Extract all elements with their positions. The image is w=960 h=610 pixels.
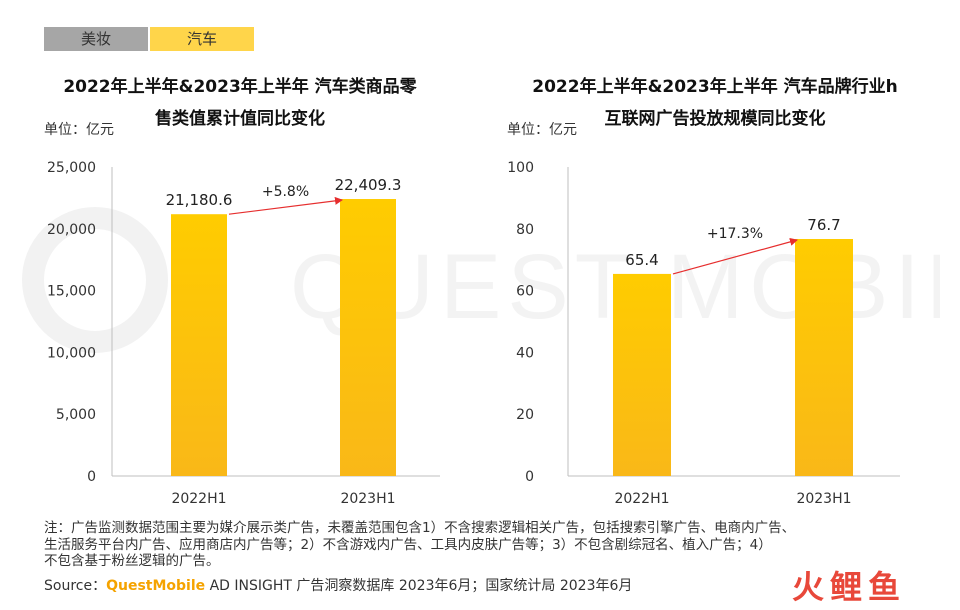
left-chart-title-line1: 2022年上半年&2023年上半年 汽车类商品零	[63, 77, 417, 97]
left-chart-title-line2: 售类值累计值同比变化	[155, 109, 325, 129]
bar-value-label: 22,409.3	[335, 176, 402, 194]
y-tick-label: 5,000	[56, 407, 96, 423]
retail-sales-bar-chart: 0 5,000 10,000 15,000 20,000 25,000 21,180.6 20…	[47, 160, 440, 507]
footnote-line1: 注：广告监测数据范围主要为媒介展示类广告，未覆盖范围包含1）不含搜索逻辑相关广告…	[44, 520, 796, 536]
y-tick-label: 80	[516, 222, 534, 238]
right-chart-title-line1: 2022年上半年&2023年上半年 汽车品牌行业h	[532, 77, 898, 97]
bar-2022H1	[613, 273, 671, 476]
bar-value-label: 76.7	[807, 216, 840, 234]
footnote-line2: 生活服务平台内广告、应用商店内广告等；2）不含游戏内广告、工具内皮肤广告等；3）…	[44, 536, 772, 553]
source-brand: QuestMobile	[106, 578, 206, 594]
growth-arrow	[228, 196, 343, 215]
x-tick-label: 2022H1	[171, 491, 226, 507]
bar-2023H1	[340, 199, 396, 476]
logo-text: 火鲤鱼	[792, 568, 906, 606]
growth-arrow	[672, 237, 798, 275]
y-tick-label: 10,000	[47, 345, 96, 361]
x-tick-label: 2023H1	[340, 491, 395, 507]
x-tick-label: 2022H1	[614, 491, 669, 507]
growth-label: +17.3%	[707, 226, 763, 242]
y-tick-label: 40	[516, 345, 534, 361]
ad-spend-bar-chart: 0 20 40 60 80 100 65.4 2022H1 76.7 2023H1 +17.3%	[507, 160, 900, 507]
right-chart-title: 2022年上半年&2023年上半年 汽车品牌行业h 互联网广告投放规模同比变化	[505, 71, 925, 135]
bar-value-label: 65.4	[625, 251, 658, 269]
source-line: Source：QuestMobile AD INSIGHT 广告洞察数据库 20…	[44, 575, 632, 595]
source-prefix: Source：	[44, 578, 107, 594]
y-tick-label: 0	[525, 469, 534, 485]
bar-2023H1	[795, 238, 853, 476]
y-tick-label: 60	[516, 284, 534, 300]
y-tick-label: 15,000	[47, 284, 96, 300]
source-rest: AD INSIGHT 广告洞察数据库 2023年6月；国家统计局 2023年6月	[205, 578, 633, 594]
y-tick-label: 0	[87, 469, 96, 485]
tab-auto[interactable]: 汽车	[150, 27, 254, 51]
left-chart-unit: 单位：亿元	[44, 122, 114, 138]
left-chart-title: 2022年上半年&2023年上半年 汽车类商品零 售类值累计值同比变化	[30, 71, 450, 135]
y-tick-label: 20	[516, 407, 534, 423]
footnote-line3: 不包含基于粉丝逻辑的广告。	[44, 553, 220, 569]
category-tabs: 美妆 汽车	[44, 27, 256, 51]
bar-2022H1	[171, 214, 227, 477]
x-tick-label: 2023H1	[796, 491, 851, 507]
y-tick-label: 100	[507, 160, 534, 176]
right-chart-title-line2: 互联网广告投放规模同比变化	[604, 109, 826, 129]
bar-value-label: 21,180.6	[166, 191, 233, 209]
tab-beauty[interactable]: 美妆	[44, 27, 148, 51]
y-tick-label: 25,000	[47, 160, 96, 176]
y-tick-label: 20,000	[47, 222, 96, 238]
right-chart-unit: 单位：亿元	[507, 122, 577, 138]
huoliyu-logo: 火鲤鱼	[792, 568, 906, 606]
footnote: 注：广告监测数据范围主要为媒介展示类广告，未覆盖范围包含1）不含搜索逻辑相关广告…	[44, 520, 914, 570]
growth-label: +5.8%	[262, 184, 309, 200]
